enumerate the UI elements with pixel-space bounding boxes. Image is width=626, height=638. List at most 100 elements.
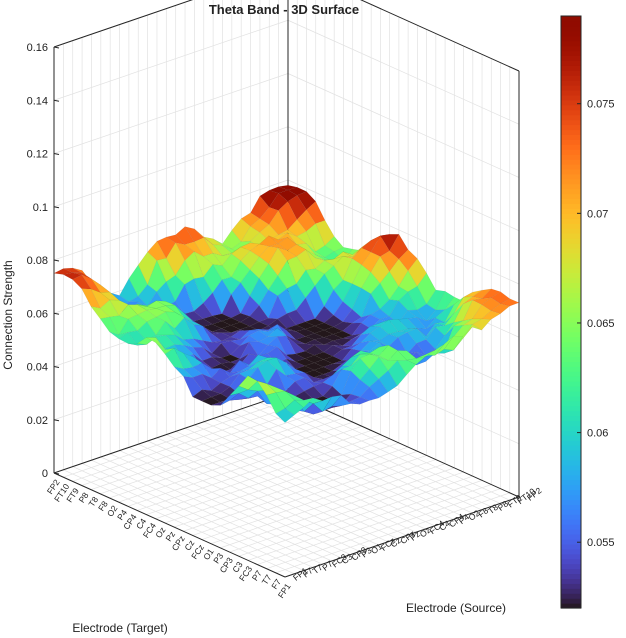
colorbar-band: [561, 25, 581, 32]
z-tick-label: 0.08: [27, 255, 48, 267]
surface-patch: [184, 226, 204, 242]
surface-patch: [175, 260, 195, 285]
z-tick-label: 0.1: [33, 202, 48, 214]
colorbar-band: [561, 420, 581, 427]
surface-patch: [332, 330, 353, 339]
surface-patch: [296, 209, 316, 232]
surface-patch: [183, 376, 203, 398]
colorbar-band: [561, 55, 581, 61]
surface-patch: [378, 370, 398, 393]
surface-patch: [229, 359, 250, 373]
colorbar-band: [561, 287, 581, 293]
surface-patch: [462, 324, 482, 339]
surface-patch: [155, 305, 176, 313]
surface-patch: [201, 396, 221, 406]
colorbar-band: [561, 474, 581, 481]
surface-patch: [266, 392, 286, 414]
colorbar-band: [561, 99, 581, 106]
colorbar-tick-label: 0.07: [587, 208, 608, 220]
colorbar-band: [561, 548, 581, 555]
z-tick-mark: [53, 312, 60, 315]
colorbar-band: [561, 164, 581, 170]
colorbar-band: [561, 479, 581, 486]
colorbar-band: [561, 104, 581, 111]
surface-patch: [192, 373, 212, 391]
surface-patch: [231, 282, 250, 314]
target-tick-label: P7: [250, 568, 264, 582]
z-tick-mark: [53, 99, 60, 102]
z-tick-mark: [53, 366, 60, 368]
colorbar-band: [561, 272, 581, 279]
surface-patch: [267, 324, 287, 337]
colorbar-band: [561, 455, 581, 461]
target-tick-label: Cz: [182, 538, 196, 552]
colorbar-band: [561, 154, 581, 160]
colorbar-band: [561, 302, 581, 308]
colorbar-band: [561, 464, 581, 471]
colorbar-band: [561, 395, 581, 402]
colorbar-band: [561, 277, 581, 283]
colorbar-band: [561, 252, 581, 259]
surface-patch: [296, 297, 316, 322]
surface-patch: [221, 336, 241, 342]
colorbar-band: [561, 381, 581, 387]
colorbar-band: [561, 75, 581, 81]
surface-patch: [212, 244, 232, 256]
colorbar-band: [561, 524, 581, 530]
colorbar-band: [561, 228, 581, 234]
target-tick-label: P4: [115, 508, 129, 522]
colorbar: 0.055 0.06 0.065 0.07 0.075: [560, 15, 615, 609]
surface-patch: [72, 274, 92, 290]
z-tick-label: 0.16: [27, 42, 48, 54]
colorbar-band: [561, 129, 581, 135]
surface-patch: [275, 408, 295, 423]
surface-patch: [306, 223, 325, 252]
surface-patch: [444, 320, 464, 336]
surface-patch: [417, 272, 436, 305]
colorbar-band: [561, 415, 581, 422]
colorbar-band: [561, 85, 581, 91]
frame-edge: [284, 496, 520, 578]
colorbar-band: [561, 326, 581, 333]
colorbar-band: [561, 262, 581, 269]
surface-patch: [333, 256, 353, 281]
surface-patch: [165, 234, 186, 245]
surface-patch: [341, 353, 361, 367]
colorbar-band: [561, 312, 581, 318]
surface-patch: [406, 356, 426, 365]
surface-patch: [416, 350, 435, 359]
colorbar-band: [561, 114, 581, 121]
colorbar-band: [561, 139, 581, 145]
surface-patch: [490, 303, 510, 314]
surface-patch: [305, 318, 325, 327]
surface-patch: [388, 331, 408, 338]
z-tick-mark: [53, 259, 60, 262]
colorbar-band: [561, 543, 581, 550]
surface-patch: [369, 345, 389, 357]
colorbar-band: [561, 445, 581, 451]
colorbar-band: [561, 247, 581, 254]
colorbar-band: [561, 514, 581, 520]
surface-patch: [240, 250, 260, 271]
colorbar-band: [561, 366, 581, 372]
colorbar-band: [561, 509, 581, 515]
colorbar-band: [561, 573, 581, 579]
source-tick-label: Pz: [408, 529, 422, 543]
colorbar-band: [561, 168, 581, 175]
surface-patch: [164, 334, 185, 346]
colorbar-band: [561, 578, 581, 584]
surface-patch: [268, 235, 288, 244]
colorbar-band: [561, 124, 581, 131]
surface-patch: [312, 396, 333, 412]
colorbar-band: [561, 218, 581, 224]
colorbar-band: [561, 430, 581, 436]
surface-patch: [434, 335, 454, 356]
surface-patch: [342, 258, 362, 284]
y-axis-label: Electrode (Source): [406, 601, 506, 615]
colorbar-band: [561, 484, 581, 491]
colorbar-band: [561, 203, 581, 209]
surface-patch: [81, 288, 101, 309]
surface-patch: [137, 304, 157, 311]
colorbar-band: [561, 307, 581, 313]
